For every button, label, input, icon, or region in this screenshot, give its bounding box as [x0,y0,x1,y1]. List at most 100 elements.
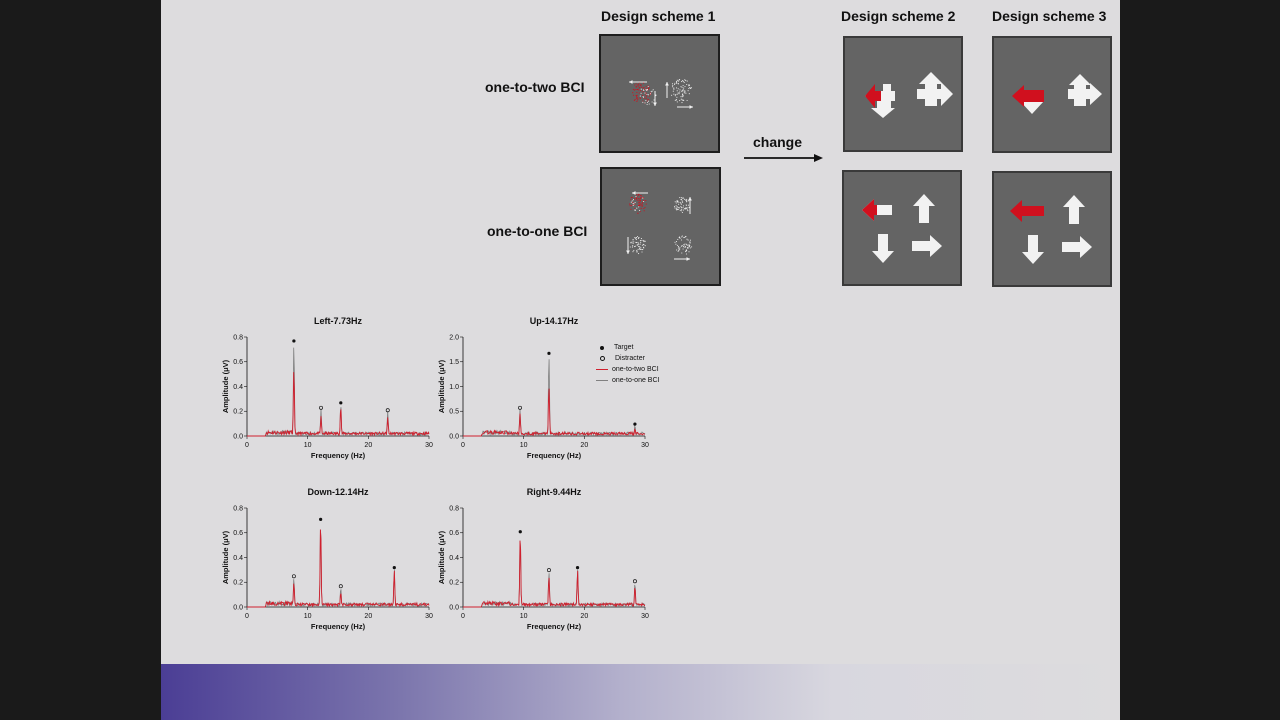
trace-one-to-two [463,540,645,608]
slide: Design scheme 1 Design scheme 2 Design s… [161,0,1120,720]
change-arrow-icon [744,154,823,162]
distracter-marker [547,568,551,573]
chart-title: Left-7.73Hz [314,316,363,326]
y-tick-label: 0.2 [233,580,243,587]
merged-arrows-red-icon [1012,74,1102,114]
one-to-one-label: one-to-one BCI [487,223,588,239]
four-arrows-red-icon [1010,195,1092,264]
chart-legend: Target Distracter one-to-two BCI one-to-… [595,342,659,386]
design-scheme-1-title: Design scheme 1 [601,8,716,24]
spectrum-chart-1: Left-7.73Hz 0.0 0.2 0.4 0.6 0.8 0 10 20 30 Frequen… [221,316,433,460]
dot-stimulus-quad-icon [626,191,693,261]
target-marker [292,339,296,343]
design-scheme-2-title: Design scheme 2 [841,8,956,24]
y-tick-label: 0.0 [233,433,243,440]
filled-dot-icon [600,345,604,350]
gray-line-icon [596,379,608,382]
legend-one-to-one: one-to-one BCI [595,375,659,386]
target-marker [392,566,396,570]
scheme3-one-to-one-panel [992,171,1112,287]
x-tick-label: 30 [641,613,649,620]
x-tick-label: 20 [580,613,588,620]
y-tick-label: 0.8 [449,505,459,512]
legend-one-to-two: one-to-two BCI [595,364,659,375]
distracter-marker [319,405,323,410]
scheme3-one-to-two-panel [992,36,1112,153]
x-axis-label: Frequency (Hz) [311,451,366,460]
chart-title: Right-9.44Hz [527,487,582,497]
y-tick-label: 2.0 [449,334,459,341]
scheme1-one-to-one-panel [600,167,721,286]
y-tick-label: 0.8 [233,334,243,341]
merged-arrows-icon [865,72,953,118]
red-line-icon [596,368,608,371]
y-tick-label: 0.6 [449,530,459,537]
distracter-marker [338,584,343,589]
y-tick-label: 0.4 [449,555,459,562]
x-tick-label: 20 [364,442,372,449]
y-tick-label: 0.2 [233,409,243,416]
trace-one-to-one [247,347,430,437]
x-tick-label: 10 [520,613,528,620]
y-tick-label: 0.0 [449,433,459,440]
y-tick-label: 0.6 [233,530,243,537]
one-to-two-label: one-to-two BCI [485,79,585,95]
dot-stimulus-pair-icon [629,79,693,109]
scheme2-one-to-one-panel [842,170,962,286]
x-tick-label: 20 [580,442,588,449]
y-tick-label: 0.8 [233,505,243,512]
four-arrows-icon [862,194,942,263]
trace-one-to-two [463,388,646,437]
scheme2-one-to-two-panel [843,36,963,152]
x-tick-label: 30 [641,442,649,449]
chart-title: Down-12.14Hz [307,487,369,497]
trace-one-to-one [463,540,646,608]
y-tick-label: 0.0 [449,604,459,611]
trace-one-to-one [247,529,430,608]
y-tick-label: 0.2 [449,580,459,587]
spectrum-chart-4: Right-9.44Hz 0.0 0.2 0.4 0.6 0.8 0 10 20 30 Freque… [437,487,649,631]
y-axis-label: Amplitude (μV) [221,359,230,413]
left-letterbox [0,0,161,720]
y-tick-label: 0.4 [233,555,243,562]
y-tick-label: 0.6 [233,359,243,366]
x-tick-label: 20 [364,613,372,620]
x-tick-label: 30 [425,442,433,449]
right-letterbox [1120,0,1280,720]
y-axis-label: Amplitude (μV) [437,530,446,584]
legend-distracter-label: Distracter [615,355,645,362]
target-marker [575,566,580,570]
bottom-gradient-band [161,664,1120,720]
y-tick-label: 1.0 [449,384,459,391]
y-tick-label: 0.4 [233,384,243,391]
x-tick-label: 0 [461,442,465,449]
scheme1-one-to-two-panel [599,34,720,153]
spectrum-chart-3: Down-12.14Hz 0.0 0.2 0.4 0.6 0.8 0 10 20 30 Freque… [221,487,433,631]
legend-target-label: Target [614,344,634,351]
y-tick-label: 0.5 [449,409,459,416]
legend-target: Target [595,342,659,353]
trace-one-to-two [247,529,430,608]
x-tick-label: 0 [461,613,465,620]
x-tick-label: 0 [245,442,249,449]
legend-distracter: Distracter [595,353,659,364]
spectrum-charts: Left-7.73Hz 0.0 0.2 0.4 0.6 0.8 0 10 20 30 Frequen… [221,316,649,631]
x-axis-label: Frequency (Hz) [527,622,582,631]
target-marker [319,517,323,521]
legend-one-to-two-label: one-to-two BCI [612,366,659,373]
distracter-marker [385,408,390,413]
design-scheme-3-title: Design scheme 3 [992,8,1107,24]
change-label: change [753,134,803,150]
target-marker [547,351,551,355]
spectrum-chart-2: Up-14.17Hz 0.0 0.5 1.0 1.5 2.0 0 10 20 30 Frequenc… [437,316,649,460]
y-tick-label: 1.5 [449,359,459,366]
open-dot-icon [600,356,605,361]
y-tick-label: 0.0 [233,604,243,611]
y-axis-label: Amplitude (μV) [221,530,230,584]
distracter-marker [291,574,296,579]
y-axis-label: Amplitude (μV) [437,359,446,413]
distracter-marker [632,579,637,584]
distracter-marker [518,405,522,410]
trace-one-to-two [247,372,430,437]
x-tick-label: 10 [304,442,312,449]
